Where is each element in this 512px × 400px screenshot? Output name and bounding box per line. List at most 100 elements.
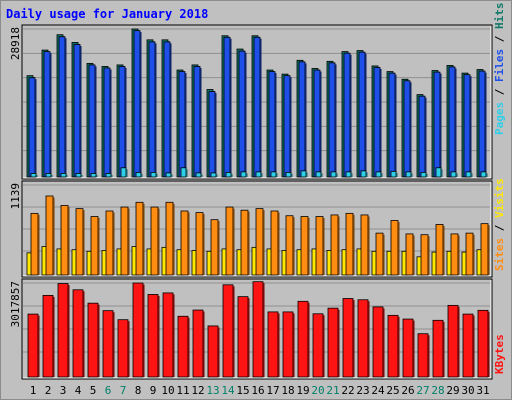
kbytes-bar: [297, 300, 309, 378]
sites-bar: [120, 206, 129, 276]
pages-bar-shade: [441, 169, 443, 177]
kbytes-bar-shade: [443, 321, 445, 377]
files-bar-shade: [155, 43, 157, 178]
kbytes-bar: [282, 311, 294, 378]
pages-bar: [255, 171, 262, 178]
pages-bar-shade: [36, 174, 38, 177]
pages-bar: [360, 170, 367, 178]
sites-bar-shade: [143, 203, 145, 275]
kbytes-bar: [72, 289, 84, 378]
sites-bar: [270, 210, 279, 276]
pages-bar: [315, 171, 322, 178]
files-bar: [178, 71, 186, 178]
sites-bar-shade: [203, 214, 205, 275]
files-bar-shade: [215, 93, 217, 177]
kbytes-bar-shade: [218, 327, 220, 377]
x-tick-label: 16: [251, 384, 264, 397]
sites-bar: [435, 224, 444, 276]
sites-bar-shade: [53, 197, 55, 275]
sites-bar: [360, 214, 369, 276]
files-bar: [463, 74, 471, 178]
kbytes-bar-shade: [353, 300, 355, 377]
kbytes-bar-shade: [413, 320, 415, 377]
pages-bar-shade: [51, 174, 53, 177]
files-bar-shade: [260, 38, 262, 177]
files-bar: [238, 50, 246, 178]
pages-bar: [210, 172, 217, 178]
pages-bar: [120, 167, 127, 178]
files-bar-shade: [65, 38, 67, 178]
x-tick-label: 15: [236, 384, 249, 397]
files-bar: [103, 67, 111, 178]
files-bar: [313, 69, 321, 178]
pages-bar-shade: [366, 172, 368, 177]
kbytes-bar-shade: [143, 284, 145, 377]
files-bar-shade: [200, 67, 202, 177]
files-bar: [133, 30, 141, 178]
x-tick-label: 25: [386, 384, 399, 397]
pages-bar-shade: [96, 174, 98, 177]
pages-bar: [240, 171, 247, 178]
pages-bar-shade: [351, 173, 353, 177]
kbytes-bar: [327, 307, 339, 378]
kbytes-bar-shade: [248, 298, 250, 377]
pages-bar-shade: [111, 174, 113, 177]
sites-bar-shade: [98, 218, 100, 275]
sites-bar: [165, 201, 174, 276]
sites-bar-shade: [263, 210, 265, 275]
sites-bar: [225, 206, 234, 276]
files-bar-shade: [350, 54, 352, 177]
kbytes-bar-shade: [473, 315, 475, 377]
legend-separator: /: [493, 218, 506, 238]
x-tick-label: 18: [281, 384, 294, 397]
files-bar-shade: [80, 45, 82, 178]
pages-bar: [270, 171, 277, 178]
kbytes-bar-shade: [398, 316, 400, 377]
pages-bar: [45, 173, 52, 178]
files-bar: [58, 36, 66, 178]
pages-bar: [465, 171, 472, 178]
kbytes-bar: [357, 299, 369, 378]
y-max-label-1: 28918: [9, 27, 22, 60]
x-tick-label: 11: [176, 384, 189, 397]
files-bar-shade: [170, 43, 172, 178]
kbytes-bar: [102, 310, 114, 378]
kbytes-bar: [237, 296, 249, 378]
kbytes-bar: [477, 309, 489, 378]
kbytes-bar-shade: [278, 313, 280, 377]
pages-bar-shade: [186, 169, 188, 177]
files-bar: [193, 66, 201, 178]
kbytes-bar: [147, 294, 159, 378]
pages-bar: [150, 171, 157, 178]
sites-bar: [60, 205, 69, 276]
x-tick-label: 14: [221, 384, 235, 397]
kbytes-bar-shade: [293, 313, 295, 377]
pages-bar-shade: [426, 173, 428, 177]
x-tick-label: 12: [191, 384, 204, 397]
legend-entry-files: Files: [493, 49, 506, 82]
sites-bar-shade: [338, 216, 340, 275]
files-bar: [88, 64, 96, 178]
legend-entry-hits: Hits: [493, 3, 506, 30]
pages-bar: [330, 171, 337, 178]
kbytes-bar-shade: [53, 296, 55, 377]
sites-bar-shade: [173, 203, 175, 275]
x-tick-label: 4: [75, 384, 82, 397]
pages-bar-shade: [66, 174, 68, 177]
kbytes-bar: [342, 298, 354, 378]
sites-bar-shade: [233, 208, 235, 275]
pages-bar-shade: [156, 173, 158, 177]
files-bar: [433, 71, 441, 178]
kbytes-bar: [207, 325, 219, 378]
kbytes-bar: [372, 306, 384, 378]
files-bar-shade: [395, 74, 397, 177]
files-bar-shade: [230, 38, 232, 177]
sites-bar-shade: [293, 217, 295, 275]
sites-bar: [255, 208, 264, 276]
kbytes-bar: [252, 281, 264, 378]
x-tick-label: 20: [311, 384, 324, 397]
sites-bar: [150, 206, 159, 276]
x-tick-label: 24: [371, 384, 385, 397]
kbytes-bar: [267, 311, 279, 378]
sites-bar: [195, 212, 204, 276]
